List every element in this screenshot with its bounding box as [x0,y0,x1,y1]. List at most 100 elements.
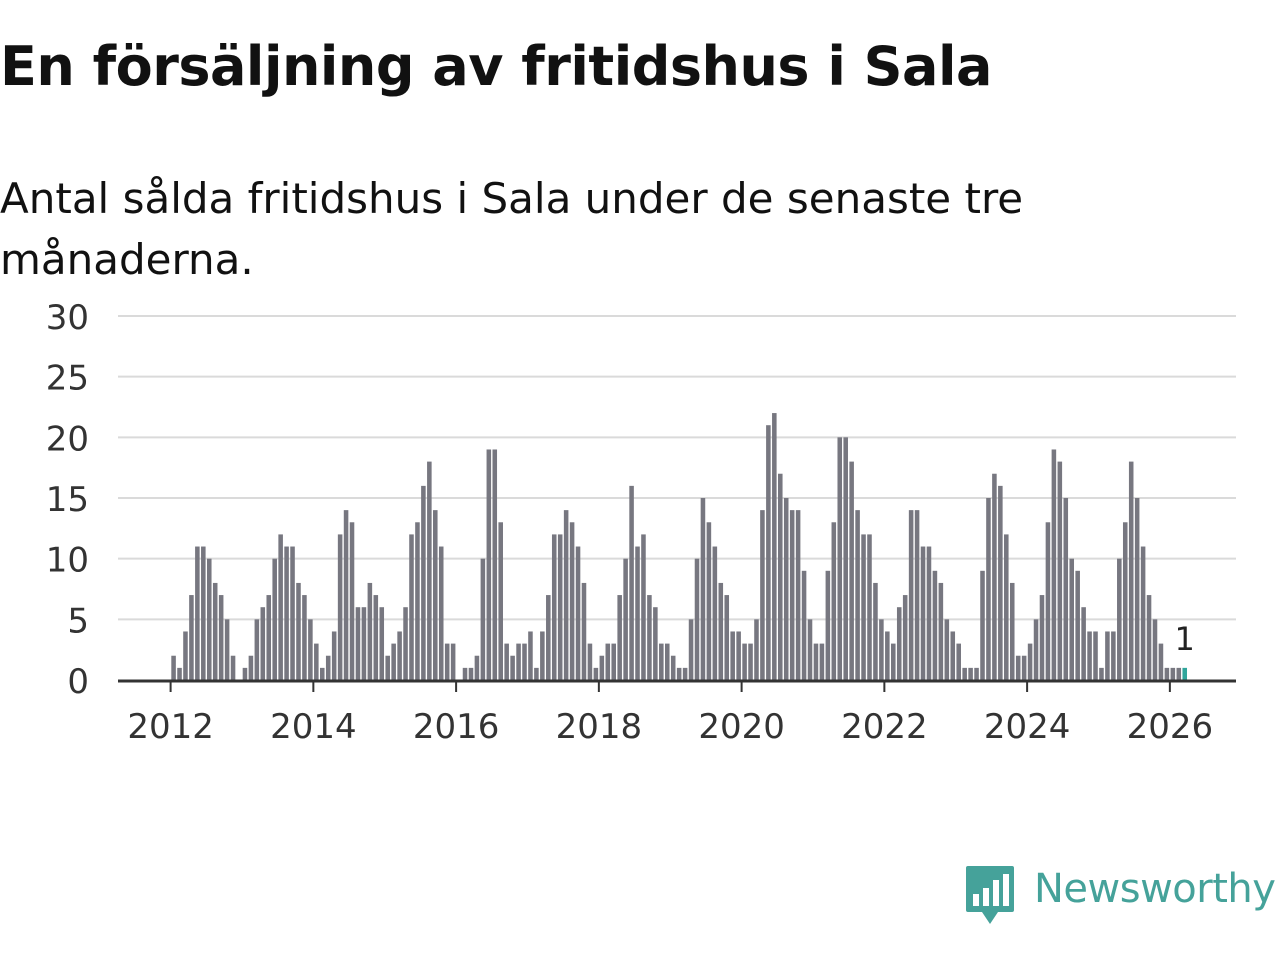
bar [1176,667,1182,680]
bar [938,582,944,680]
bar [664,643,670,680]
bar [575,546,581,680]
bar [266,595,272,680]
bar [1164,667,1170,680]
bar [867,534,872,680]
bar [944,619,950,680]
bar [831,522,837,680]
bar-chart: 0 5 10 15 20 25 30 2012 2014 2016 2018 2020 2022 202… [46,298,1236,747]
chart-subtitle: Antal sålda fritidshus i Sala under de s… [0,174,1024,284]
bar [873,582,878,680]
bar [748,643,753,680]
bar [1075,570,1080,680]
bar [373,595,379,680]
bar [611,643,616,680]
bar [1152,619,1158,680]
x-tick-label: 2020 [698,707,785,747]
bar [861,534,866,680]
bar [409,534,414,680]
bar [260,607,266,680]
bar [920,546,926,680]
bar [284,546,289,680]
bar [480,558,486,680]
bar [540,631,545,680]
bar [415,522,420,680]
bar [450,643,456,680]
bar [1004,534,1009,680]
bar [468,667,474,680]
bar [296,582,301,680]
bar [498,522,503,680]
bar-highlight [1182,667,1188,680]
bar [849,461,854,680]
bar [462,667,468,680]
x-tick-label: 2012 [127,707,214,747]
y-tick-label: 10 [46,541,89,581]
bar [1158,643,1164,680]
bar [1009,582,1015,680]
bar [885,631,890,680]
bar [902,595,908,680]
bar [189,595,194,680]
bar [801,570,807,680]
bar [605,643,611,680]
y-tick-label: 20 [46,419,89,459]
x-tick-label: 2016 [413,707,500,747]
bar [254,619,260,680]
bar [778,473,783,680]
bar [492,449,498,680]
bar [998,485,1003,680]
bar [1057,461,1063,680]
bar [1015,655,1021,680]
bar [397,631,402,680]
bar [1099,667,1104,680]
bar [474,655,480,680]
bar [682,667,688,680]
bar [1033,619,1039,680]
bar [1140,546,1146,680]
bar [516,643,521,680]
bar [212,582,218,680]
bar [587,643,593,680]
bar [1146,595,1152,680]
bar [1081,607,1086,680]
y-tick-label: 15 [46,480,89,520]
bar [1069,558,1074,680]
bar [391,643,396,680]
bar [438,546,444,680]
newsworthy-logo: Newsworthy [962,864,1280,928]
x-tick-label: 2022 [841,707,928,747]
bar [730,631,735,680]
bar [379,607,385,680]
bar [331,631,337,680]
bar [195,546,200,680]
bar [206,558,212,680]
bar-chart-speech-bubble-icon [966,866,1014,924]
bar [1122,522,1128,680]
bar [891,643,896,680]
bar [361,607,367,680]
bar [795,510,801,680]
bar [1117,558,1122,680]
bar [534,667,539,680]
bar [635,546,640,680]
bar [563,510,569,680]
bar [653,607,658,680]
bar [325,655,331,680]
x-tick-label: 2026 [1127,707,1214,747]
bar [290,546,295,680]
bar [754,619,759,680]
bar [546,595,551,680]
bar [314,643,319,680]
bar [1063,498,1069,680]
bar [926,546,932,680]
bar [807,619,813,680]
bar [659,643,664,680]
bar [1051,449,1057,680]
bar [736,631,741,680]
bar [1111,631,1116,680]
x-axis-ticks: 2012 2014 2016 2018 2020 2022 2024 2026 [127,681,1213,747]
bar [932,570,938,680]
bar [302,595,307,680]
bar [956,643,961,680]
